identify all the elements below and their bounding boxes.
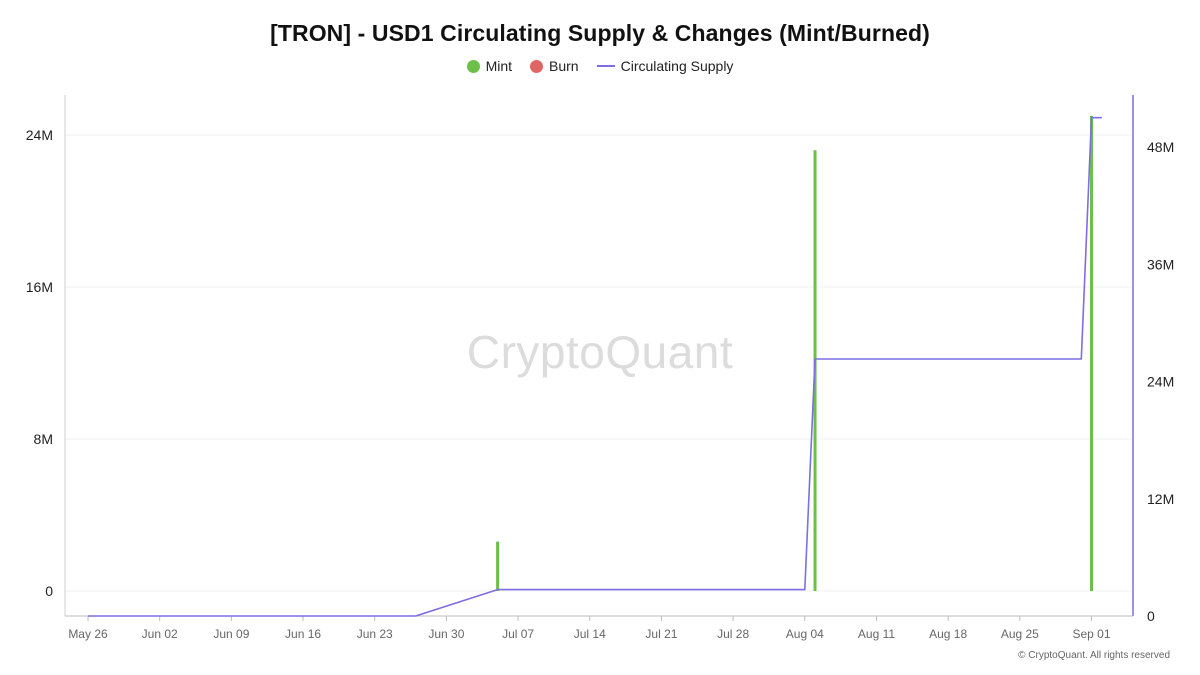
x-tick-label: Aug 18 bbox=[929, 627, 967, 641]
x-tick-label: Jun 16 bbox=[285, 627, 321, 641]
x-tick-label: Sep 01 bbox=[1072, 627, 1110, 641]
x-tick-label: Aug 04 bbox=[786, 627, 824, 641]
legend: Mint Burn Circulating Supply bbox=[0, 58, 1200, 74]
legend-item-mint[interactable]: Mint bbox=[466, 58, 513, 74]
legend-item-circulating-supply[interactable]: Circulating Supply bbox=[596, 58, 734, 74]
legend-burn-marker bbox=[530, 59, 544, 73]
y-right-tick-label: 36M bbox=[1147, 256, 1174, 272]
mint-bar bbox=[496, 541, 500, 591]
circulating-supply-line bbox=[88, 116, 1102, 617]
x-tick-label: Jun 02 bbox=[142, 627, 178, 641]
y-right-tick-label: 12M bbox=[1147, 491, 1174, 507]
y-left-tick-label: 24M bbox=[26, 127, 53, 143]
x-tick-label: Jul 21 bbox=[645, 627, 677, 641]
x-tick-label: Jul 07 bbox=[502, 627, 534, 641]
x-tick-label: Aug 11 bbox=[858, 627, 895, 641]
y-left-tick-label: 8M bbox=[34, 431, 53, 447]
x-tick-label: Aug 25 bbox=[1001, 627, 1039, 641]
x-tick-label: Jun 09 bbox=[213, 627, 249, 641]
x-tick-label: Jun 23 bbox=[357, 627, 393, 641]
copyright-notice: © CryptoQuant. All rights reserved bbox=[1018, 650, 1170, 661]
legend-supply-marker bbox=[596, 65, 615, 67]
legend-item-burn[interactable]: Burn bbox=[530, 58, 579, 74]
mint-bar bbox=[1090, 116, 1094, 591]
y-right-tick-label: 48M bbox=[1147, 139, 1174, 155]
legend-burn-label: Burn bbox=[549, 58, 579, 74]
x-tick-label: Jul 28 bbox=[717, 627, 749, 641]
y-right-tick-label: 24M bbox=[1147, 374, 1174, 390]
legend-supply-label: Circulating Supply bbox=[620, 58, 734, 74]
legend-mint-label: Mint bbox=[485, 58, 513, 74]
y-left-tick-label: 16M bbox=[26, 279, 53, 295]
x-tick-label: May 26 bbox=[68, 627, 108, 641]
y-right-tick-label: 0 bbox=[1147, 608, 1155, 624]
y-left-tick-label: 0 bbox=[45, 583, 53, 599]
x-tick-label: Jul 14 bbox=[574, 627, 606, 641]
x-tick-label: Jun 30 bbox=[428, 627, 464, 641]
chart-title: [TRON] - USD1 Circulating Supply & Chang… bbox=[270, 20, 930, 46]
legend-mint-marker bbox=[466, 59, 480, 73]
